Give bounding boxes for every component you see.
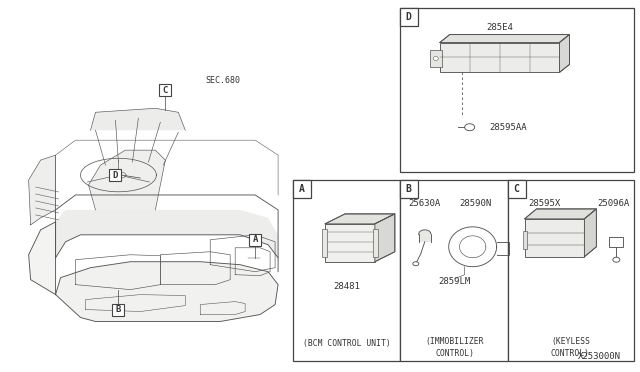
Polygon shape bbox=[325, 214, 395, 224]
Bar bbox=[522, 231, 527, 249]
Ellipse shape bbox=[419, 230, 431, 238]
Bar bbox=[400, 8, 418, 26]
Polygon shape bbox=[29, 222, 56, 295]
Bar bbox=[508, 180, 525, 198]
Ellipse shape bbox=[465, 124, 475, 131]
Polygon shape bbox=[559, 35, 570, 73]
Text: B: B bbox=[116, 305, 121, 314]
Bar bbox=[373, 229, 378, 257]
Text: A: A bbox=[252, 235, 258, 244]
Bar bbox=[508, 180, 634, 361]
Text: D: D bbox=[406, 12, 412, 22]
Text: D: D bbox=[113, 170, 118, 180]
Text: C: C bbox=[514, 184, 520, 194]
Bar bbox=[430, 49, 442, 67]
Bar bbox=[440, 42, 559, 73]
Bar bbox=[419, 234, 431, 242]
Polygon shape bbox=[90, 108, 186, 130]
Bar bbox=[249, 234, 261, 246]
Text: A: A bbox=[299, 184, 305, 194]
Text: 28481: 28481 bbox=[333, 282, 360, 291]
Polygon shape bbox=[56, 262, 278, 321]
Polygon shape bbox=[440, 35, 570, 42]
Bar bbox=[400, 180, 508, 361]
Bar bbox=[293, 180, 311, 198]
Bar bbox=[322, 229, 327, 257]
Text: 28590N: 28590N bbox=[460, 199, 492, 208]
Ellipse shape bbox=[613, 257, 620, 262]
Text: 25630A: 25630A bbox=[409, 199, 441, 208]
Ellipse shape bbox=[433, 57, 438, 61]
Text: (KEYLESS: (KEYLESS bbox=[551, 337, 590, 346]
Text: B: B bbox=[406, 184, 412, 194]
Text: CONTROL): CONTROL) bbox=[551, 349, 590, 358]
Bar bbox=[400, 8, 634, 172]
Polygon shape bbox=[375, 214, 395, 262]
Ellipse shape bbox=[413, 262, 419, 266]
Text: 25096A: 25096A bbox=[597, 199, 630, 208]
Bar bbox=[325, 224, 375, 262]
Bar bbox=[113, 304, 124, 315]
Text: 28595AA: 28595AA bbox=[490, 123, 527, 132]
Bar bbox=[109, 169, 122, 181]
Polygon shape bbox=[584, 209, 596, 257]
Polygon shape bbox=[29, 155, 56, 225]
Text: SEC.680: SEC.680 bbox=[205, 76, 240, 85]
Bar bbox=[159, 84, 172, 96]
Polygon shape bbox=[88, 150, 165, 210]
Polygon shape bbox=[525, 209, 596, 219]
Polygon shape bbox=[56, 210, 278, 258]
Text: 28595X: 28595X bbox=[529, 199, 561, 208]
Bar bbox=[525, 219, 584, 257]
Text: X253000N: X253000N bbox=[578, 352, 621, 361]
Text: C: C bbox=[163, 86, 168, 95]
Text: (IMMOBILIZER: (IMMOBILIZER bbox=[426, 337, 484, 346]
Bar bbox=[609, 237, 623, 247]
Text: CONTROL): CONTROL) bbox=[435, 349, 474, 358]
Text: 2859LM: 2859LM bbox=[438, 277, 471, 286]
Text: (BCM CONTROL UNIT): (BCM CONTROL UNIT) bbox=[303, 339, 390, 348]
Bar bbox=[293, 180, 400, 361]
Text: 285E4: 285E4 bbox=[486, 23, 513, 32]
Bar bbox=[400, 180, 418, 198]
